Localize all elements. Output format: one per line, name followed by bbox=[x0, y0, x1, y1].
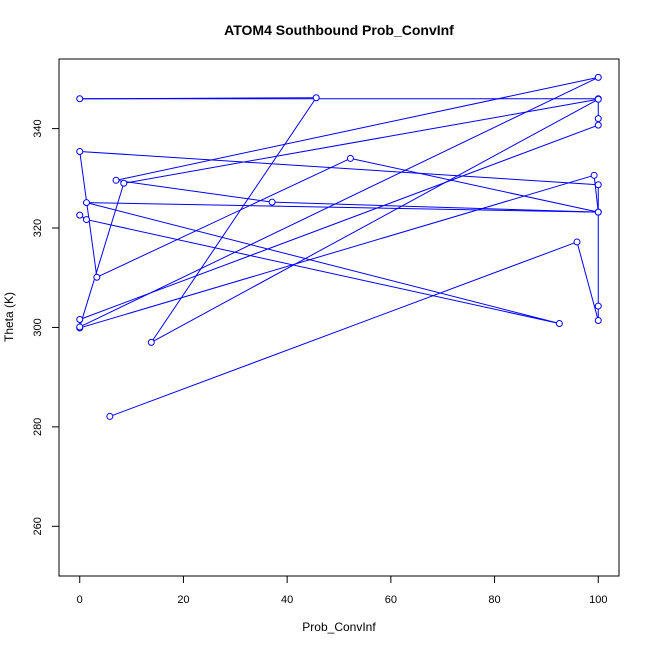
data-point bbox=[590, 171, 598, 179]
x-axis-label: Prob_ConvInf bbox=[302, 620, 376, 634]
data-point bbox=[76, 315, 84, 323]
data-point bbox=[573, 238, 581, 246]
series-line bbox=[79, 76, 599, 417]
data-point bbox=[82, 216, 90, 224]
y-tick-label: 260 bbox=[32, 517, 44, 535]
series-segment bbox=[115, 76, 599, 181]
data-point bbox=[594, 115, 602, 123]
series-segment bbox=[86, 219, 560, 324]
series-segment bbox=[109, 241, 578, 417]
series-segment bbox=[86, 202, 560, 324]
data-point bbox=[120, 179, 128, 187]
series-segment bbox=[150, 97, 317, 343]
series-segment bbox=[151, 98, 599, 343]
series-segment bbox=[79, 151, 98, 278]
series-points bbox=[76, 73, 602, 420]
series-segment bbox=[123, 98, 599, 184]
y-tick-label: 320 bbox=[32, 219, 44, 237]
data-point bbox=[594, 95, 602, 103]
data-point bbox=[76, 95, 84, 103]
y-tick-label: 280 bbox=[32, 418, 44, 436]
series-segment bbox=[86, 202, 599, 213]
series-segment bbox=[115, 179, 273, 203]
y-axis-label: Theta (K) bbox=[2, 292, 16, 342]
data-point bbox=[82, 199, 90, 207]
y-tick-label: 340 bbox=[32, 119, 44, 137]
series-segment bbox=[79, 150, 599, 186]
x-tick-label: 0 bbox=[77, 594, 83, 606]
data-point bbox=[594, 302, 602, 310]
series-segment bbox=[79, 124, 599, 320]
series-segment bbox=[576, 241, 599, 321]
data-point bbox=[312, 94, 320, 102]
x-axis: 0 20 40 60 80 100 bbox=[77, 575, 607, 606]
series-segment bbox=[79, 97, 317, 100]
y-tick-label: 300 bbox=[32, 318, 44, 336]
x-tick-label: 40 bbox=[281, 594, 293, 606]
series-segment bbox=[272, 201, 599, 213]
data-point bbox=[106, 412, 114, 420]
data-point bbox=[76, 147, 84, 155]
data-point bbox=[268, 198, 276, 206]
data-point bbox=[93, 273, 101, 281]
y-axis: 260 280 300 320 340 bbox=[32, 119, 60, 535]
data-point bbox=[76, 211, 84, 219]
x-tick-label: 60 bbox=[385, 594, 397, 606]
data-point bbox=[555, 319, 563, 327]
x-tick-label: 80 bbox=[488, 594, 500, 606]
series-segment bbox=[79, 76, 599, 328]
series-segment bbox=[350, 157, 599, 213]
x-tick-label: 100 bbox=[589, 594, 607, 606]
data-point bbox=[594, 121, 602, 129]
data-point bbox=[346, 154, 354, 162]
data-point bbox=[594, 208, 602, 216]
data-point bbox=[147, 338, 155, 346]
series-segment bbox=[593, 175, 599, 213]
data-point bbox=[76, 323, 84, 331]
series-segment bbox=[79, 174, 595, 329]
data-point bbox=[594, 73, 602, 81]
series-segment bbox=[96, 157, 351, 278]
data-point bbox=[594, 316, 602, 324]
series-segment bbox=[79, 183, 125, 328]
x-tick-label: 20 bbox=[177, 594, 189, 606]
chart-title: ATOM4 Southbound Prob_ConvInf bbox=[224, 22, 454, 38]
data-point bbox=[112, 176, 120, 184]
data-point bbox=[594, 181, 602, 189]
